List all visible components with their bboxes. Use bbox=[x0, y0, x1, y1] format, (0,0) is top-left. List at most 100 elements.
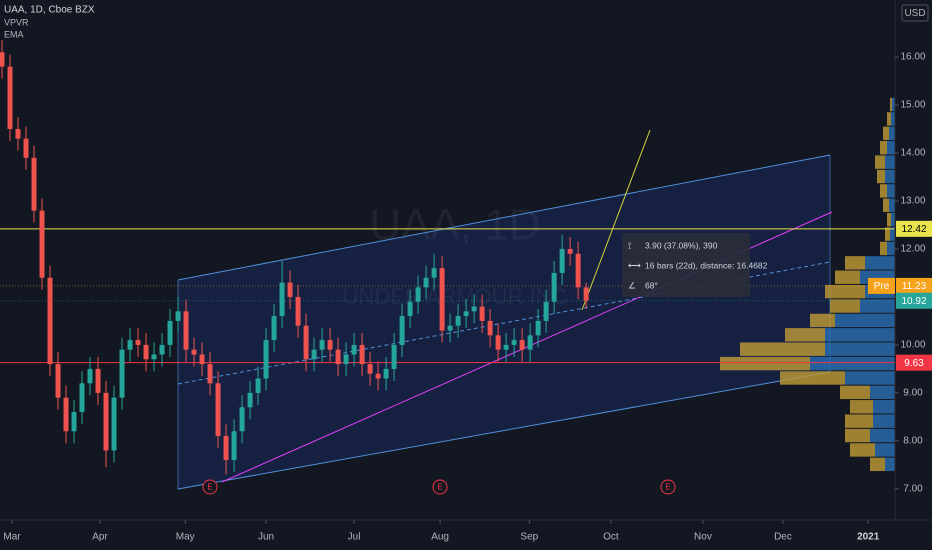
candle-body bbox=[375, 373, 381, 379]
vp-up bbox=[875, 443, 895, 457]
vp-up bbox=[889, 198, 895, 212]
candle-body bbox=[399, 316, 405, 345]
candle-body bbox=[47, 277, 53, 365]
vp-up bbox=[885, 457, 895, 472]
candle-body bbox=[15, 129, 21, 139]
candle-body bbox=[127, 340, 133, 350]
volume-profile bbox=[720, 97, 895, 472]
candle-body bbox=[103, 392, 109, 451]
candle-body bbox=[143, 344, 149, 360]
y-tick-label: 12.00 bbox=[900, 244, 925, 255]
vp-down bbox=[875, 155, 885, 169]
vp-down bbox=[890, 97, 892, 112]
trend-line[interactable] bbox=[581, 129, 651, 311]
vp-down bbox=[780, 371, 845, 385]
axes: 7.008.009.0010.0011.0012.0013.0014.0015.… bbox=[3, 52, 932, 543]
candle-body bbox=[223, 436, 229, 461]
events: E E E bbox=[202, 479, 676, 495]
candle-body bbox=[239, 407, 245, 432]
x-tick-label: Sep bbox=[520, 532, 538, 543]
candle-body bbox=[535, 320, 541, 336]
indicator[interactable]: VPVR bbox=[4, 17, 29, 27]
price-label-box bbox=[896, 354, 932, 371]
measure-angle: 68° bbox=[645, 280, 658, 290]
candle-body bbox=[511, 340, 517, 345]
currency-box[interactable] bbox=[901, 4, 929, 22]
candle-body bbox=[39, 210, 45, 278]
vp-down bbox=[810, 313, 835, 328]
vp-down bbox=[883, 126, 889, 141]
candle-body bbox=[319, 340, 325, 350]
vp-up bbox=[891, 212, 895, 227]
candle-body bbox=[431, 268, 437, 278]
candle-body bbox=[7, 66, 13, 130]
vp-down bbox=[840, 385, 870, 400]
candle-body bbox=[79, 383, 85, 413]
candle-body bbox=[263, 340, 269, 379]
vp-up bbox=[860, 299, 895, 313]
vp-down bbox=[880, 184, 887, 198]
candle-body bbox=[207, 364, 213, 384]
x-tick-label: Jul bbox=[348, 532, 361, 543]
candle-body bbox=[471, 306, 477, 312]
candle-body bbox=[191, 349, 197, 355]
candle-body bbox=[383, 368, 389, 379]
vp-up bbox=[873, 400, 895, 414]
candle-body bbox=[439, 268, 445, 331]
indicator[interactable]: EMA bbox=[4, 29, 24, 39]
watermark-title: UAA, 1D bbox=[369, 201, 540, 250]
candle-body bbox=[135, 340, 141, 345]
candle-body bbox=[479, 306, 485, 321]
candle-body bbox=[463, 311, 469, 317]
price-label: 10.92 bbox=[901, 296, 926, 307]
x-tick-label: Mar bbox=[3, 532, 21, 543]
vp-down bbox=[880, 141, 887, 155]
candle-body bbox=[495, 335, 501, 350]
candle-body bbox=[183, 311, 189, 350]
candle-body bbox=[519, 340, 525, 350]
icon: ⟟ bbox=[628, 240, 631, 250]
price-label: 11.23 bbox=[902, 281, 927, 292]
icon: ∠ bbox=[628, 280, 636, 290]
candle-body bbox=[255, 378, 261, 393]
vp-down bbox=[740, 342, 825, 356]
candle-body bbox=[543, 301, 549, 321]
y-tick-label: 8.00 bbox=[903, 435, 923, 446]
vp-up bbox=[891, 112, 895, 126]
vp-down bbox=[877, 169, 885, 184]
candle-body bbox=[71, 412, 77, 432]
candle-body bbox=[151, 354, 157, 360]
vp-down bbox=[870, 457, 885, 472]
price-axis bbox=[895, 0, 932, 520]
candle-body bbox=[167, 320, 173, 345]
vp-up bbox=[873, 414, 895, 428]
vp-up bbox=[810, 356, 895, 371]
vp-down bbox=[883, 198, 889, 212]
event-marker[interactable] bbox=[660, 479, 676, 495]
candle-body bbox=[391, 344, 397, 369]
y-tick-label: 10.00 bbox=[900, 340, 925, 351]
candles bbox=[0, 40, 589, 475]
candle-body bbox=[367, 364, 373, 374]
vp-down bbox=[835, 270, 860, 284]
candle-body bbox=[63, 397, 69, 432]
vp-up bbox=[887, 241, 895, 256]
candle-body bbox=[119, 349, 125, 398]
vp-down bbox=[887, 112, 891, 126]
x-tick-label: Dec bbox=[774, 532, 792, 543]
price-label-box bbox=[896, 292, 932, 309]
x-tick-label: Oct bbox=[603, 532, 619, 543]
event-marker[interactable] bbox=[432, 479, 448, 495]
x-tick-label: Nov bbox=[694, 532, 712, 543]
vp-down bbox=[845, 414, 873, 428]
vp-down bbox=[825, 284, 865, 299]
watermark-subtitle: UNDER ARMOUR INC bbox=[343, 284, 568, 309]
candle-body bbox=[583, 287, 589, 301]
event-marker[interactable] bbox=[202, 479, 218, 495]
currency: USD bbox=[904, 8, 925, 19]
x-tick-label: May bbox=[176, 532, 195, 543]
vp-down bbox=[850, 443, 875, 457]
candle-body bbox=[55, 364, 61, 398]
vp-up bbox=[887, 184, 895, 198]
